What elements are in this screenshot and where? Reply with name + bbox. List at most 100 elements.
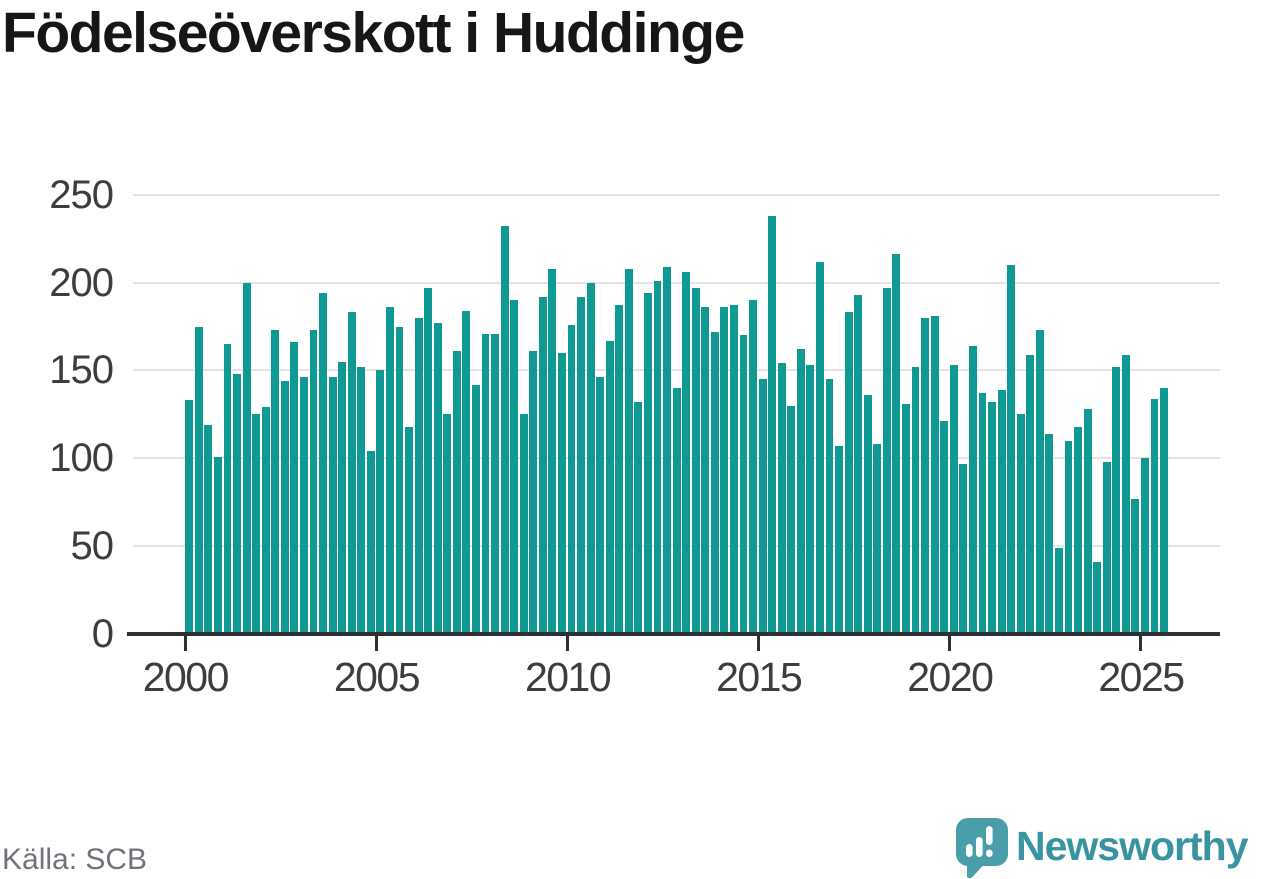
bar bbox=[1121, 354, 1130, 634]
bar bbox=[777, 363, 786, 634]
bar bbox=[538, 296, 547, 634]
bar bbox=[749, 300, 758, 634]
x-axis-tick-label: 2005 bbox=[333, 654, 421, 700]
bar bbox=[758, 379, 767, 634]
bar bbox=[510, 300, 519, 634]
bar bbox=[691, 287, 700, 634]
bar bbox=[720, 307, 729, 634]
x-axis-line bbox=[127, 632, 1220, 636]
bar bbox=[185, 400, 194, 634]
bar bbox=[223, 344, 232, 634]
bar bbox=[730, 305, 738, 634]
source-note: Källa: SCB bbox=[2, 843, 148, 876]
bar bbox=[319, 293, 327, 634]
bar bbox=[567, 324, 576, 634]
x-axis-tick bbox=[948, 636, 952, 651]
y-axis-tick-label: 0 bbox=[91, 612, 114, 656]
bar bbox=[978, 393, 987, 634]
bar bbox=[1064, 440, 1073, 634]
bar bbox=[882, 287, 891, 634]
bar bbox=[816, 261, 824, 634]
bar bbox=[424, 287, 433, 634]
bar bbox=[854, 294, 863, 634]
bar bbox=[242, 282, 251, 634]
logo-bar-short bbox=[966, 844, 973, 857]
bar bbox=[701, 307, 710, 634]
y-axis-tick-label: 100 bbox=[49, 436, 114, 481]
bar bbox=[405, 426, 413, 634]
bar bbox=[1131, 498, 1140, 634]
bar bbox=[892, 254, 901, 634]
x-axis-tick bbox=[566, 636, 570, 651]
bar bbox=[548, 268, 557, 634]
bar bbox=[519, 414, 528, 634]
bar bbox=[299, 377, 308, 634]
x-axis-tick bbox=[374, 636, 378, 651]
x-axis-tick-label: 2010 bbox=[524, 654, 612, 700]
bar bbox=[433, 323, 442, 634]
logo-exclamation-bar bbox=[986, 826, 993, 845]
bar bbox=[902, 403, 910, 634]
bar bbox=[280, 380, 289, 634]
y-axis-tick-label: 200 bbox=[49, 260, 114, 305]
bar bbox=[644, 293, 652, 634]
bar bbox=[1054, 547, 1063, 634]
bar bbox=[366, 451, 375, 634]
bar bbox=[787, 405, 796, 634]
bar bbox=[1026, 354, 1035, 634]
bar bbox=[252, 414, 261, 634]
bar bbox=[395, 326, 404, 634]
logo-bar-tall bbox=[976, 837, 983, 857]
bar bbox=[615, 305, 624, 634]
bar bbox=[949, 365, 958, 634]
bar bbox=[462, 310, 471, 634]
x-axis-tick-label: 2025 bbox=[1098, 654, 1185, 700]
bar bbox=[1140, 458, 1149, 634]
bar bbox=[213, 456, 222, 634]
bar bbox=[1016, 414, 1025, 634]
bar bbox=[605, 340, 614, 634]
bar bbox=[825, 379, 834, 634]
bar bbox=[710, 331, 719, 634]
bar bbox=[1045, 433, 1054, 634]
bar bbox=[309, 330, 318, 634]
bar bbox=[634, 402, 643, 634]
bar bbox=[988, 402, 996, 634]
bar bbox=[921, 317, 930, 634]
bar bbox=[529, 351, 538, 634]
bar bbox=[481, 333, 490, 634]
bar bbox=[844, 312, 853, 634]
gridline-y-200 bbox=[133, 281, 1220, 284]
bar bbox=[663, 266, 672, 634]
bar bbox=[347, 312, 356, 634]
bar bbox=[558, 352, 566, 634]
bar bbox=[968, 345, 977, 634]
bar bbox=[1083, 409, 1092, 634]
bar bbox=[338, 361, 347, 634]
bar bbox=[835, 446, 844, 634]
x-axis-tick bbox=[183, 636, 187, 651]
bar bbox=[596, 377, 605, 634]
bar bbox=[1160, 388, 1168, 634]
bar bbox=[357, 366, 366, 634]
x-axis-tick-label: 2020 bbox=[907, 654, 994, 700]
bar bbox=[768, 215, 777, 634]
bar bbox=[233, 373, 241, 634]
bar bbox=[930, 315, 939, 634]
bar bbox=[204, 424, 213, 634]
bar bbox=[500, 226, 509, 634]
bar bbox=[796, 349, 805, 634]
logo-exclamation-dot bbox=[986, 849, 993, 857]
bar bbox=[997, 389, 1006, 634]
bar bbox=[682, 272, 691, 634]
bar bbox=[739, 335, 748, 634]
bar bbox=[586, 282, 595, 634]
bar bbox=[806, 365, 815, 634]
bar bbox=[1074, 426, 1082, 634]
bar bbox=[328, 377, 337, 634]
bar bbox=[1112, 366, 1121, 634]
newsworthy-speech-bubble-icon bbox=[956, 818, 1008, 879]
gridline-y-250 bbox=[133, 193, 1220, 196]
bar bbox=[491, 333, 499, 634]
bar bbox=[414, 317, 423, 634]
